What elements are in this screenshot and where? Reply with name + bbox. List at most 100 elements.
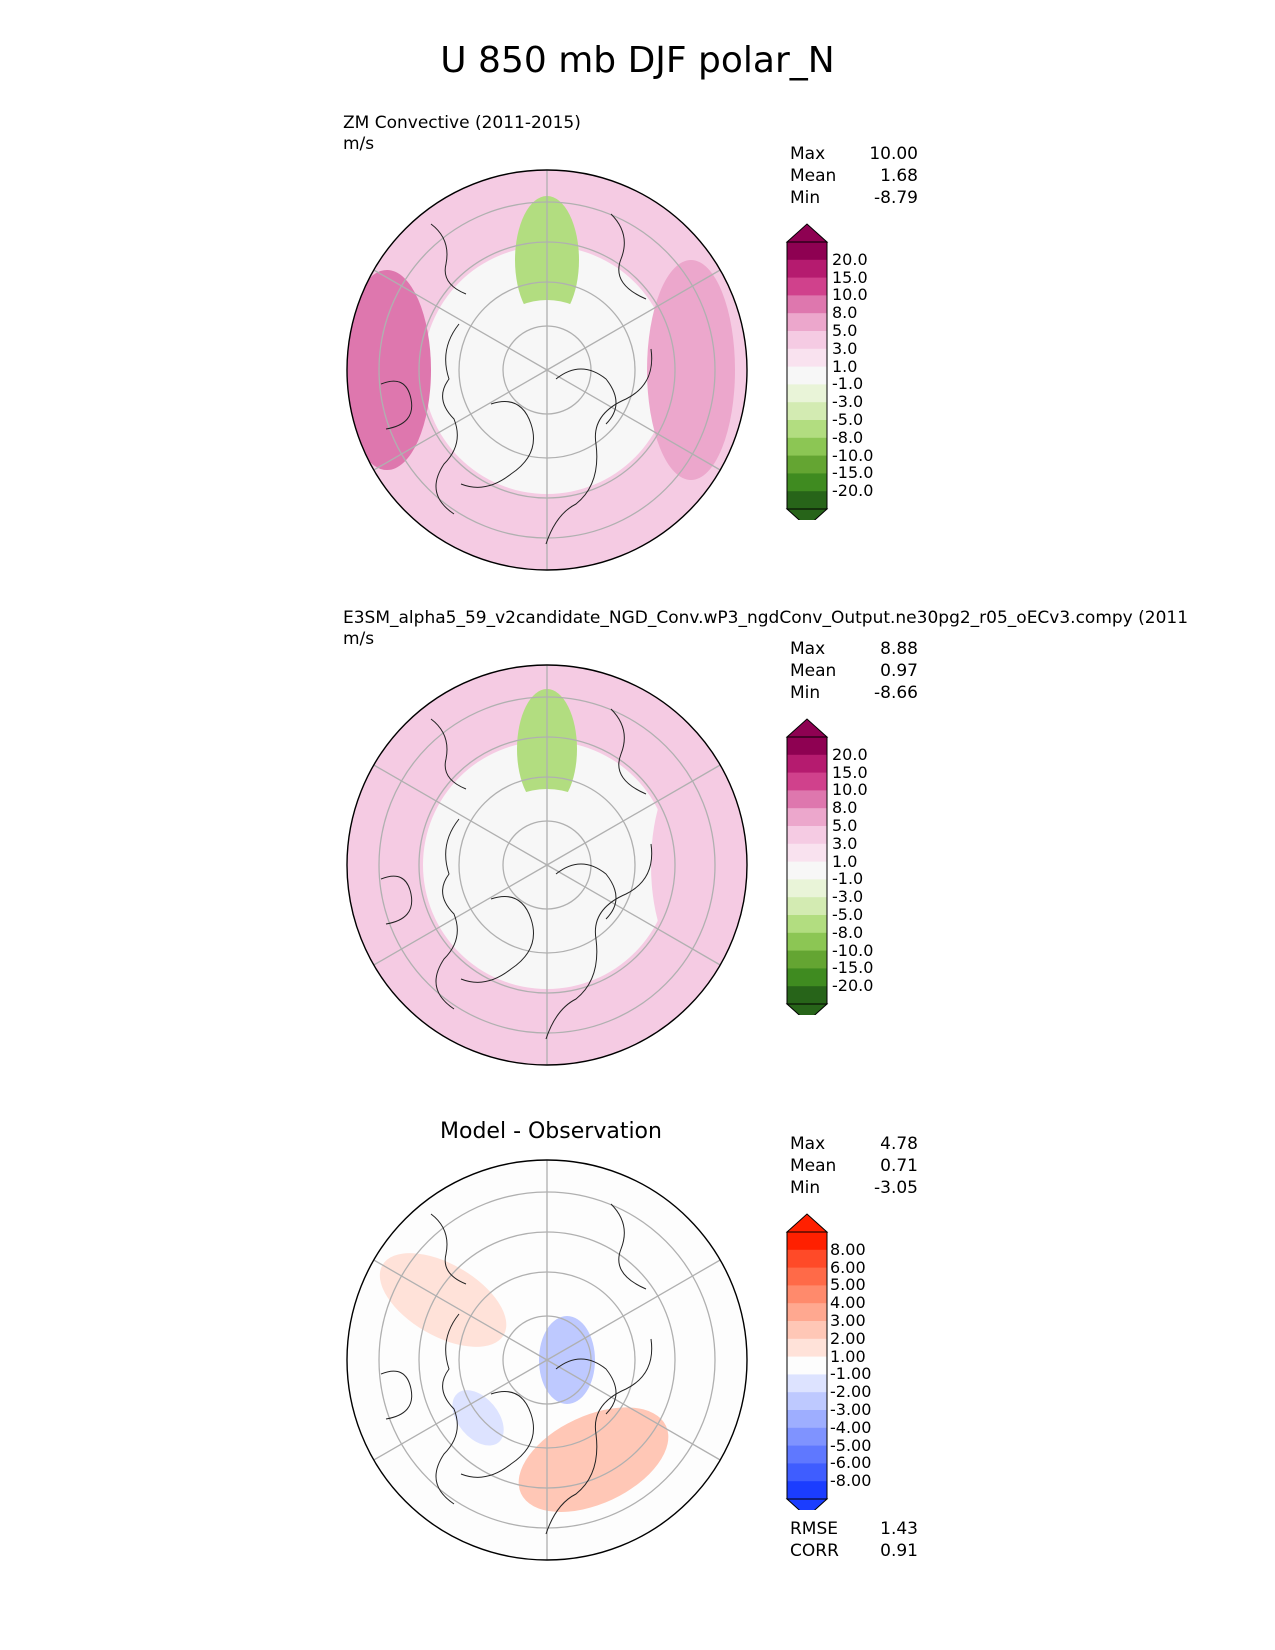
coastline <box>380 1370 413 1420</box>
colorbar-bin <box>787 1249 827 1269</box>
colorbar-bin <box>787 1267 827 1286</box>
colorbar-tick-label: -3.00 <box>830 1400 872 1419</box>
colorbar-tick-label: 15.0 <box>832 267 868 287</box>
map-boundary <box>346 1159 748 1561</box>
colorbar-bin <box>787 1374 827 1393</box>
colorbar-bin <box>787 986 827 1005</box>
region-north-atlantic <box>518 1407 669 1512</box>
colorbar-tick-label: -20.0 <box>832 976 874 996</box>
rmse-value: 1.43 <box>880 1519 918 1539</box>
meridian-line <box>546 764 721 866</box>
colorbar-tick-label: 10.0 <box>832 285 868 305</box>
colorbar-bin <box>787 313 827 332</box>
colorbar-bin <box>787 348 827 368</box>
colorbar-bin <box>787 331 827 350</box>
meridian-line <box>373 1259 548 1361</box>
panel3-stats: Max 4.78 Mean 0.71 Min -3.05 <box>790 1133 918 1199</box>
colorbar-bin <box>787 1303 827 1322</box>
coastline <box>545 843 653 1040</box>
panel3-title: Model - Observation <box>440 1119 662 1144</box>
colorbar-tick-label: 2.00 <box>830 1328 866 1348</box>
colorbar-tick-label: -2.00 <box>830 1382 872 1402</box>
meridian-line <box>373 369 548 471</box>
coastline <box>430 1213 467 1285</box>
colorbar-tick-label: -8.00 <box>830 1471 872 1491</box>
colorbar-bin <box>787 437 827 457</box>
colorbar-bin <box>787 1427 827 1447</box>
coastline <box>460 401 534 488</box>
meridian-line <box>373 269 548 371</box>
colorbar-bin <box>787 259 827 279</box>
colorbar-tick-label: -20.0 <box>832 481 874 501</box>
panel1-units: m/s <box>343 134 375 154</box>
stat-min-value: -8.79 <box>874 188 918 208</box>
colorbar-extend-top <box>785 718 829 738</box>
colorbar-bin <box>787 843 827 863</box>
coastline <box>435 323 460 515</box>
colorbar-tick-label: -10.0 <box>832 445 874 465</box>
colorbar-tick-label: -8.0 <box>832 922 864 942</box>
panel1-polar-map <box>346 169 748 571</box>
colorbar-tick-label: 1.0 <box>832 356 858 376</box>
panel2-title: E3SM_alpha5_59_v2candidate_NGD_Conv.wP3_… <box>343 608 1188 650</box>
colorbar-extend-top <box>785 1213 829 1233</box>
colorbar-bin <box>787 1232 827 1251</box>
region-north-atlantic <box>647 260 735 480</box>
diff-metrics: RMSE 1.43 CORR 0.91 <box>790 1518 918 1562</box>
colorbar-extend-top <box>785 223 829 243</box>
colorbar-tick-label: 10.0 <box>832 780 868 800</box>
colorbar-bin <box>787 1445 827 1464</box>
colorbar-tick-label: 20.0 <box>832 744 868 764</box>
colorbar-tick-label: 8.0 <box>832 798 858 818</box>
colorbar-frame <box>786 736 828 1005</box>
meridian-line <box>546 864 721 966</box>
colorbar-bin <box>787 420 827 439</box>
colorbar-bin <box>787 754 827 774</box>
colorbar-bin <box>787 402 827 421</box>
colorbar-bin <box>787 826 827 845</box>
stat-mean-label: Mean <box>790 1156 837 1176</box>
coastline <box>555 1358 617 1415</box>
colorbar-tick-label: -15.0 <box>832 463 874 483</box>
colorbar-tick-label: -5.0 <box>832 905 864 924</box>
stat-max-value: 8.88 <box>880 639 918 659</box>
colorbar-tick-label: -5.0 <box>832 410 864 429</box>
colorbar-bin <box>787 915 827 934</box>
colorbar-tick-label: 20.0 <box>832 249 868 269</box>
coastline <box>555 368 617 425</box>
colorbar-frame <box>786 1231 828 1500</box>
coastline <box>380 380 413 430</box>
colorbar-tick-label: -1.0 <box>832 374 864 394</box>
colorbar-bin <box>787 295 827 314</box>
colorbar-bin <box>787 366 827 385</box>
colorbar-bin <box>787 1481 827 1500</box>
region-north-pacific <box>487 1160 551 1292</box>
colorbar-tick-label: 3.00 <box>830 1311 866 1330</box>
colorbar-tick-label: -8.0 <box>832 427 864 447</box>
colorbar-bin <box>787 1392 827 1411</box>
colorbar-bin <box>787 968 827 987</box>
stat-max-label: Max <box>790 1134 826 1154</box>
coastline <box>610 708 647 795</box>
coastline <box>545 348 653 545</box>
panel1-colorbar <box>785 223 829 520</box>
coastline <box>610 213 647 300</box>
colorbar-bin <box>787 1285 827 1304</box>
colorbar-bin <box>787 491 827 510</box>
meridian-line <box>373 1359 548 1461</box>
colorbar-bin <box>787 790 827 809</box>
colorbar-tick-label: 4.00 <box>830 1293 866 1313</box>
map-boundary <box>346 169 748 571</box>
colorbar-tick-label: 8.00 <box>830 1239 866 1259</box>
colorbar-extend-bottom <box>785 508 829 520</box>
colorbar-tick-label: -15.0 <box>832 958 874 978</box>
colorbar-tick-label: 5.00 <box>830 1275 866 1295</box>
colorbar-bin <box>787 950 827 969</box>
panel2-polar-map <box>346 664 748 1066</box>
meridian-line <box>373 764 548 866</box>
colorbar-bin <box>787 772 827 791</box>
colorbar-extend-bottom <box>785 1498 829 1510</box>
stat-max-value: 10.00 <box>869 144 918 164</box>
corr-label: CORR <box>790 1541 839 1561</box>
colorbar-tick-label: -1.00 <box>830 1364 872 1384</box>
